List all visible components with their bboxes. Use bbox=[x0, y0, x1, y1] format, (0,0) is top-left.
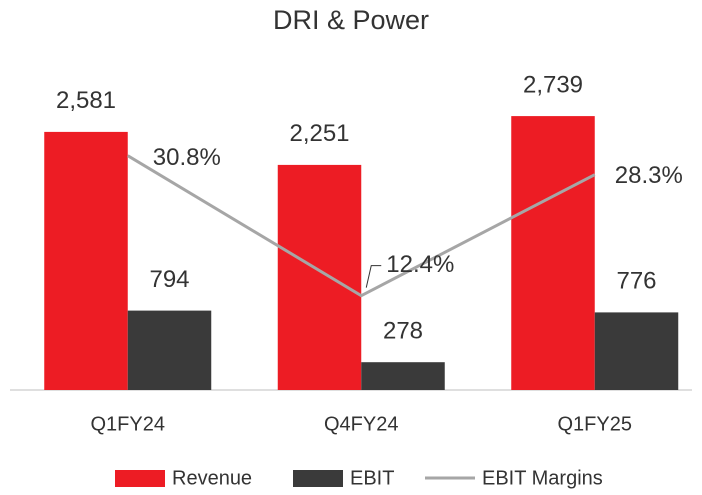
line bbox=[126, 154, 596, 298]
bar bbox=[594, 312, 679, 390]
data-label: 2,581 bbox=[56, 87, 116, 114]
x-tick-label: Q4FY24 bbox=[324, 413, 398, 435]
data-label: 776 bbox=[616, 268, 656, 295]
leader bbox=[365, 265, 382, 288]
data-label: 794 bbox=[149, 266, 189, 293]
data-label: 30.8% bbox=[153, 144, 221, 171]
data-label: 2,739 bbox=[523, 71, 583, 98]
bar bbox=[44, 131, 128, 390]
bar bbox=[361, 362, 445, 390]
legend-swatch bbox=[115, 470, 165, 487]
legend-swatch bbox=[293, 470, 343, 487]
legend-label: EBIT bbox=[350, 467, 394, 489]
data-label: 28.3% bbox=[615, 162, 683, 189]
data-label: 12.4% bbox=[386, 251, 454, 278]
bar bbox=[511, 116, 595, 390]
x-tick-label: Q1FY24 bbox=[91, 413, 165, 435]
data-label: 278 bbox=[383, 318, 423, 345]
x-tick-label: Q1FY25 bbox=[558, 413, 632, 435]
bar bbox=[127, 310, 212, 390]
legend-label: EBIT Margins bbox=[482, 467, 603, 489]
chart-title: DRI & Power bbox=[273, 5, 429, 35]
data-label: 2,251 bbox=[289, 120, 349, 147]
bar bbox=[277, 164, 362, 390]
legend-label: Revenue bbox=[172, 467, 252, 489]
